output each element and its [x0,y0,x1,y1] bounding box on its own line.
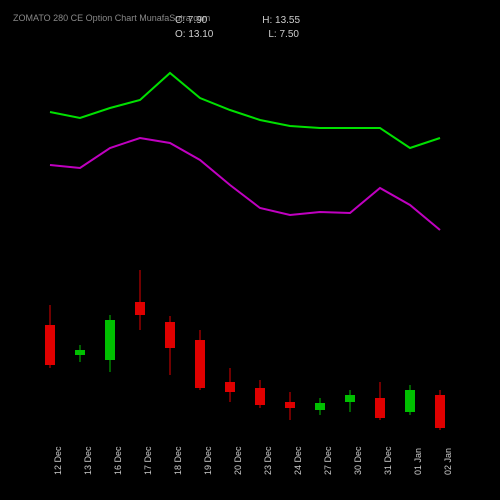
candle-body [285,402,295,408]
candle-body [435,395,445,428]
x-tick-label: 31 Dec [383,446,393,475]
candle-body [315,403,325,410]
x-tick-label: 18 Dec [173,446,183,475]
line-series-2 [50,138,440,230]
x-tick-label: 13 Dec [83,446,93,475]
chart-svg [30,40,470,430]
candle-body [255,388,265,405]
x-tick-label: 19 Dec [203,446,213,475]
line-series-1 [50,73,440,148]
x-tick-label: 17 Dec [143,446,153,475]
ohlc-block: C: 7.90 H: 13.55 O: 13.10 L: 7.50 [175,14,300,42]
x-tick-label: 24 Dec [293,446,303,475]
candle-body [195,340,205,388]
x-tick-label: 02 Jan [443,448,453,475]
x-tick-label: 01 Jan [413,448,423,475]
chart-area [30,40,470,430]
candle-body [75,350,85,355]
candle-body [405,390,415,412]
x-tick-label: 12 Dec [53,446,63,475]
candle-body [105,320,115,360]
x-axis-labels: 12 Dec 13 Dec 16 Dec 17 Dec 18 Dec 19 Dec 20 D… [30,435,470,495]
x-tick-label: 16 Dec [113,446,123,475]
candle-body [135,302,145,315]
x-tick-label: 30 Dec [353,446,363,475]
candle-body [45,325,55,365]
candle-body [375,398,385,418]
high-value: H: 13.55 [262,14,300,28]
x-tick-label: 20 Dec [233,446,243,475]
candle-body [165,322,175,348]
close-value: C: 7.90 [175,14,207,28]
x-tick-label: 27 Dec [323,446,333,475]
candle-body [225,382,235,392]
candle-body [345,395,355,402]
x-tick-label: 23 Dec [263,446,273,475]
